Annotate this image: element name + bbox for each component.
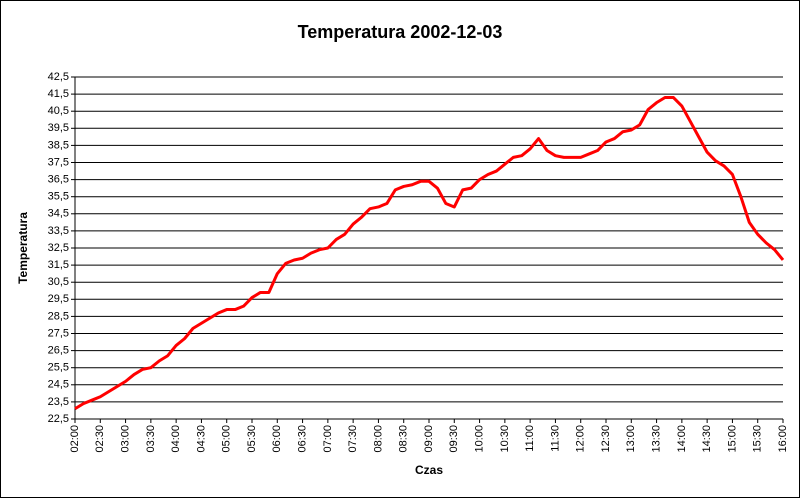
x-tick-label: 14:30 (701, 425, 713, 453)
x-tick-label: 15:00 (726, 425, 738, 453)
x-tick-label: 11:30 (549, 425, 561, 452)
y-tick-label: 24,5 (48, 379, 69, 391)
data-line (74, 96, 785, 411)
x-tick-label: 10:00 (473, 425, 485, 453)
chart-title: Temperatura 2002-12-03 (298, 22, 503, 42)
y-tick-label: 29,5 (48, 293, 69, 305)
x-axis-label: Czas (415, 463, 443, 477)
x-tick-label: 13:00 (625, 425, 637, 453)
y-tick-label: 41,5 (48, 88, 69, 100)
y-axis-label: Temperatura (16, 212, 30, 284)
y-tick-label: 33,5 (48, 225, 69, 237)
y-tick-label: 40,5 (48, 105, 69, 117)
x-tick-label: 02:00 (69, 425, 81, 453)
x-tick-label: 09:30 (448, 425, 460, 453)
x-tick-label: 14:00 (676, 425, 688, 453)
y-tick-label: 39,5 (48, 122, 69, 134)
x-tick-label: 07:30 (347, 425, 359, 453)
x-tick-label: 16:00 (777, 425, 789, 453)
x-tick-label: 12:00 (575, 425, 587, 453)
x-tick-label: 08:30 (398, 425, 410, 453)
y-tick-label: 22,5 (48, 413, 69, 425)
y-tick-label: 36,5 (48, 174, 69, 186)
y-tick-label: 37,5 (48, 156, 69, 168)
y-tick-label: 26,5 (48, 345, 69, 357)
x-tick-label: 09:00 (423, 425, 435, 453)
x-tick-label: 04:30 (195, 425, 207, 453)
x-tick-label: 04:00 (170, 425, 182, 453)
x-tick-label: 05:00 (221, 425, 233, 453)
y-tick-label: 25,5 (48, 362, 69, 374)
y-tick-label: 27,5 (48, 327, 69, 339)
x-tick-label: 06:30 (296, 425, 308, 453)
x-tick-label: 05:30 (246, 425, 258, 453)
x-tick-label: 07:00 (322, 425, 334, 453)
y-tick-label: 34,5 (48, 208, 69, 220)
x-tick-label: 10:30 (499, 425, 511, 453)
y-tick-label: 31,5 (48, 259, 69, 271)
y-tick-label: 38,5 (48, 139, 69, 151)
x-tick-label: 12:30 (600, 425, 612, 453)
y-tick-label: 42,5 (48, 71, 69, 83)
y-tick-label: 28,5 (48, 310, 69, 322)
x-tick-label: 13:30 (650, 425, 662, 453)
y-tick-label: 32,5 (48, 242, 69, 254)
x-tick-label: 11:00 (524, 425, 536, 452)
x-tick-label: 03:30 (145, 425, 157, 453)
y-tick-label: 30,5 (48, 276, 69, 288)
x-tick-label: 02:30 (94, 425, 106, 453)
y-tick-label: 23,5 (48, 396, 69, 408)
x-tick-label: 15:30 (752, 425, 764, 453)
x-tick-label: 08:00 (372, 425, 384, 453)
y-tick-label: 35,5 (48, 191, 69, 203)
x-tick-label: 06:00 (271, 425, 283, 453)
x-tick-label: 03:00 (119, 425, 131, 453)
